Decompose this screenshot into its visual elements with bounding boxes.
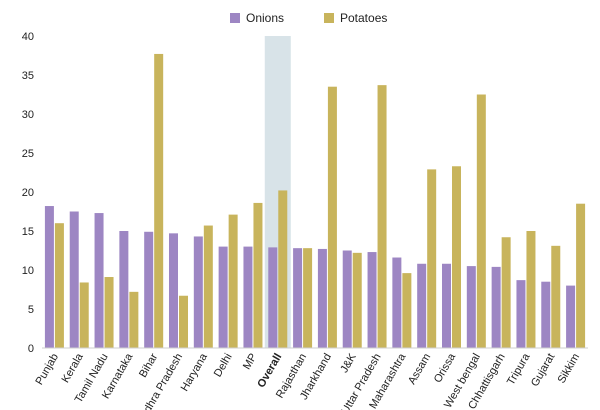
x-tick-label: Assam — [406, 352, 433, 387]
bar-potatoes — [228, 214, 238, 348]
legend-swatch-potatoes — [324, 13, 334, 23]
x-tick-label: Kerala — [60, 351, 87, 385]
bar-potatoes — [327, 86, 337, 348]
bar-onions — [119, 231, 129, 348]
bar-onions — [367, 252, 377, 348]
bar-potatoes — [427, 169, 437, 348]
bar-onions — [268, 247, 278, 348]
bar-potatoes — [352, 252, 362, 348]
x-tick-label: J&K — [338, 351, 359, 375]
bar-onions — [392, 257, 402, 348]
bar-potatoes — [179, 295, 188, 348]
bar-potatoes — [278, 190, 288, 348]
x-tick-label: Bihar — [137, 351, 160, 380]
bar-onions — [293, 248, 303, 348]
bar-potatoes — [576, 203, 586, 348]
legend-label-onions: Onions — [246, 11, 284, 25]
bar-potatoes — [303, 248, 313, 348]
y-tick-label: 40 — [22, 31, 34, 43]
bar-potatoes — [551, 245, 561, 348]
y-tick-label: 0 — [28, 343, 34, 355]
bar-onions — [566, 285, 576, 348]
bar-potatoes — [501, 237, 511, 348]
y-tick-label: 25 — [22, 148, 34, 160]
bar-onions — [466, 266, 476, 348]
bar-potatoes — [203, 225, 213, 348]
legend-swatch-onions — [230, 13, 240, 23]
x-tick-label: MP — [241, 352, 260, 372]
bar-onions — [218, 246, 228, 348]
bar-potatoes — [476, 94, 486, 348]
bar-onions — [169, 233, 178, 348]
bar-potatoes — [452, 166, 461, 348]
x-tick-label: Sikkim — [556, 352, 583, 386]
bar-potatoes — [154, 53, 164, 348]
bar-potatoes — [526, 231, 536, 348]
bar-onions — [342, 250, 352, 348]
bar-onions — [144, 231, 154, 348]
bar-potatoes — [402, 273, 412, 348]
bar-onions — [94, 213, 104, 348]
x-tick-label: Punjab — [33, 352, 61, 388]
y-tick-label: 15 — [22, 226, 34, 238]
x-tick-label: Gujarat — [529, 352, 557, 389]
legend-label-potatoes: Potatoes — [340, 11, 387, 25]
bar-onions — [491, 266, 501, 348]
bar-potatoes — [54, 223, 64, 348]
bar-onions — [442, 263, 451, 348]
bar-onions — [317, 248, 327, 348]
y-tick-label: 20 — [22, 187, 34, 199]
bar-potatoes — [129, 291, 139, 348]
y-tick-label: 10 — [22, 265, 34, 277]
bar-potatoes — [377, 85, 387, 348]
bar-potatoes — [79, 282, 89, 348]
y-tick-label: 5 — [28, 304, 34, 316]
bar-onions — [193, 236, 203, 348]
y-tick-label: 30 — [22, 109, 34, 121]
x-tick-label: Andhra Pradesh — [135, 352, 185, 410]
bar-potatoes — [253, 202, 263, 348]
y-tick-label: 35 — [22, 70, 34, 82]
bar-onions — [69, 211, 79, 348]
x-tick-label: Orissa — [432, 351, 459, 385]
bar-onions — [516, 280, 526, 348]
bar-onions — [44, 206, 54, 348]
bar-onions — [417, 263, 427, 348]
x-tick-label: Delhi — [212, 352, 235, 380]
bar-onions — [541, 281, 551, 348]
bar-onions — [243, 246, 253, 348]
bar-potatoes — [104, 277, 114, 348]
